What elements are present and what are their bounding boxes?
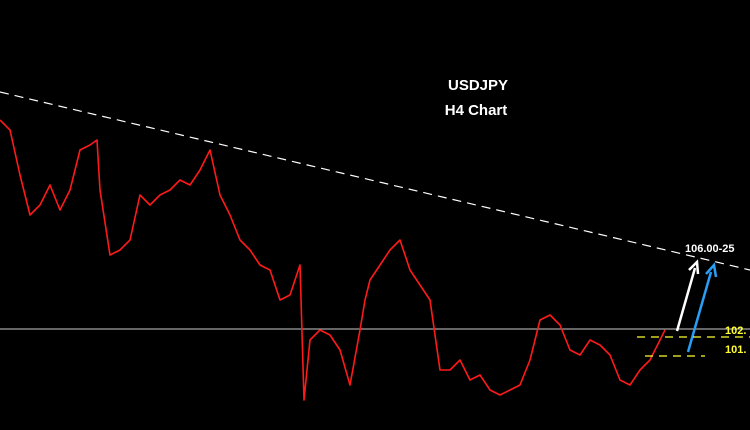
price-line	[0, 119, 666, 401]
trendline	[0, 91, 750, 271]
arrow-head-blue	[705, 262, 718, 278]
target-label: 106.00-25	[685, 243, 735, 255]
level-label: 101.	[725, 344, 746, 356]
chart-title: USDJPY	[448, 77, 508, 94]
arrow-blue	[686, 271, 713, 353]
arrow-white	[675, 267, 697, 332]
chart-subtitle: H4 Chart	[445, 102, 508, 119]
arrow-head-white	[688, 259, 700, 275]
level-label: 102.	[725, 325, 746, 337]
arrows	[675, 259, 718, 353]
